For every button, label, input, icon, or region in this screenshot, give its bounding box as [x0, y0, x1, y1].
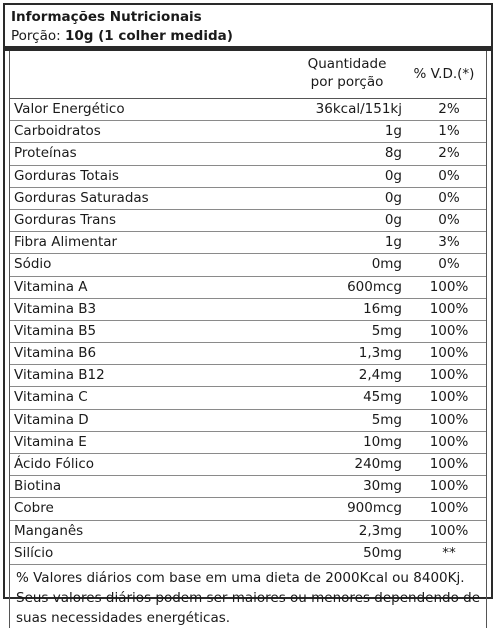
- nutrient-quantity: 36kcal/151kj: [315, 101, 402, 117]
- header-quantity-line2: por porção: [310, 74, 384, 90]
- table-row: Vitamina E 10mg 100%: [10, 432, 486, 454]
- table-row: Biotina 30mg 100%: [10, 476, 486, 499]
- nutrient-name: Vitamina B3: [14, 300, 97, 317]
- nutrient-quantity: 600mcg: [347, 278, 402, 295]
- nutrient-vd: 100%: [429, 389, 469, 406]
- nutrient-vd: 100%: [429, 478, 469, 495]
- nutrient-vd: 100%: [429, 278, 469, 295]
- nutrient-quantity: 1g: [384, 234, 402, 251]
- nutrient-quantity: 1,3mg: [358, 345, 402, 362]
- nutrient-quantity: 0g: [384, 211, 402, 228]
- table-row: Valor Energético 36kcal/151kj 2%: [10, 99, 486, 122]
- nutrient-name: Valor Energético: [14, 101, 125, 117]
- table-row: Vitamina C 45mg 100%: [10, 387, 486, 410]
- table-row: Vitamina B12 2,4mg 100%: [10, 365, 486, 388]
- nutrient-vd: 1%: [438, 123, 460, 140]
- panel-title: Informações Nutricionais: [11, 9, 202, 25]
- table-row: Gorduras Saturadas 0g 0%: [10, 188, 486, 210]
- nutrient-vd: 100%: [429, 500, 469, 517]
- table-row: Cobre 900mcg 100%: [10, 498, 486, 521]
- header-quantity: Quantidade por porção: [292, 51, 402, 98]
- nutrient-vd: 100%: [429, 411, 469, 428]
- nutrient-quantity: 50mg: [363, 544, 402, 561]
- nutrient-vd: 2%: [438, 101, 460, 117]
- table-row: Gorduras Totais 0g 0%: [10, 166, 486, 188]
- nutrient-quantity: 1g: [384, 123, 402, 140]
- nutrient-vd: 100%: [429, 322, 469, 339]
- nutrient-vd: 100%: [429, 522, 469, 539]
- nutrient-vd: 0%: [438, 211, 460, 228]
- nutrient-quantity: 0g: [384, 167, 402, 184]
- nutrient-name: Fibra Alimentar: [14, 234, 118, 251]
- portion-line: Porção: 10g (1 colher medida): [5, 27, 491, 51]
- nutrient-quantity: 5mg: [371, 322, 402, 339]
- footnote: % Valores diários com base em uma dieta …: [16, 569, 481, 626]
- nutrient-name: Proteínas: [14, 145, 77, 162]
- nutrient-name: Biotina: [14, 478, 62, 495]
- nutrient-quantity: 8g: [384, 145, 402, 162]
- nutrient-name: Gorduras Totais: [14, 167, 119, 184]
- table-body: Valor Energético 36kcal/151kj 2% Carboidrat…: [10, 99, 486, 565]
- nutrient-name: Sódio: [14, 256, 52, 273]
- nutrient-quantity: 900mcg: [347, 500, 402, 517]
- nutrient-name: Vitamina D: [14, 411, 89, 428]
- table-row: Vitamina B3 16mg 100%: [10, 299, 486, 321]
- nutrient-name: Gorduras Trans: [14, 211, 116, 228]
- nutrient-quantity: 2,3mg: [358, 522, 402, 539]
- nutrient-vd: **: [442, 544, 456, 561]
- table-row: Proteínas 8g 2%: [10, 143, 486, 166]
- nutrient-vd: 0%: [438, 256, 460, 273]
- portion-value: 10g (1 colher medida): [64, 28, 233, 44]
- nutrient-name: Vitamina B5: [14, 322, 97, 339]
- nutrient-name: Silício: [14, 544, 54, 561]
- table-row: Silício 50mg **: [10, 543, 486, 565]
- nutrient-name: Vitamina C: [14, 389, 88, 406]
- nutrient-quantity: 16mg: [363, 300, 402, 317]
- nutrient-name: Carboidratos: [14, 123, 101, 140]
- table-row: Vitamina A 600mcg 100%: [10, 277, 486, 299]
- nutrient-quantity: 45mg: [363, 389, 402, 406]
- nutrient-vd: 100%: [429, 345, 469, 362]
- nutrient-quantity: 2,4mg: [358, 367, 402, 384]
- nutrient-vd: 100%: [429, 456, 469, 472]
- nutrient-vd: 100%: [429, 433, 469, 450]
- nutrient-vd: 0%: [438, 167, 460, 184]
- table-row: Vitamina B5 5mg 100%: [10, 321, 486, 344]
- nutrition-facts-panel: Informações Nutricionais Porção: 10g (1 …: [3, 3, 493, 628]
- nutrient-vd: 3%: [438, 234, 460, 251]
- nutrient-name: Vitamina A: [14, 278, 88, 295]
- nutrient-name: Cobre: [14, 500, 54, 517]
- nutrient-vd: 0%: [438, 189, 460, 206]
- table-row: Fibra Alimentar 1g 3%: [10, 232, 486, 255]
- nutrient-quantity: 10mg: [363, 433, 402, 450]
- header-quantity-line1: Quantidade: [307, 56, 387, 72]
- nutrient-quantity: 0mg: [371, 256, 402, 273]
- nutrient-name: Vitamina B12: [14, 367, 105, 384]
- header-name-cell: [10, 51, 292, 98]
- table-row: Sódio 0mg 0%: [10, 254, 486, 277]
- nutrient-name: Gorduras Saturadas: [14, 189, 149, 206]
- nutrient-quantity: 0g: [384, 189, 402, 206]
- table-header: Quantidade por porção % V.D.(*): [10, 51, 486, 99]
- table-row: Vitamina B6 1,3mg 100%: [10, 343, 486, 366]
- table-row: Ácido Fólico 240mg 100%: [10, 454, 486, 477]
- nutrient-quantity: 30mg: [363, 478, 402, 495]
- nutrient-vd: 2%: [438, 145, 460, 162]
- nutrition-table: Quantidade por porção % V.D.(*) Valor En…: [9, 51, 487, 628]
- portion-label: Porção:: [11, 28, 61, 44]
- nutrient-quantity: 5mg: [371, 411, 402, 428]
- table-row: Carboidratos 1g 1%: [10, 121, 486, 144]
- nutrient-name: Vitamina B6: [14, 345, 97, 362]
- table-row: Gorduras Trans 0g 0%: [10, 210, 486, 233]
- nutrient-name: Manganês: [14, 522, 84, 539]
- table-row: Manganês 2,3mg 100%: [10, 521, 486, 543]
- nutrient-vd: 100%: [429, 300, 469, 317]
- table-row: Vitamina D 5mg 100%: [10, 410, 486, 432]
- nutrient-quantity: 240mg: [354, 456, 403, 472]
- nutrient-name: Vitamina E: [14, 433, 87, 450]
- nutrient-name: Ácido Fólico: [14, 456, 95, 472]
- header-vd: % V.D.(*): [413, 66, 475, 82]
- nutrient-vd: 100%: [429, 367, 469, 384]
